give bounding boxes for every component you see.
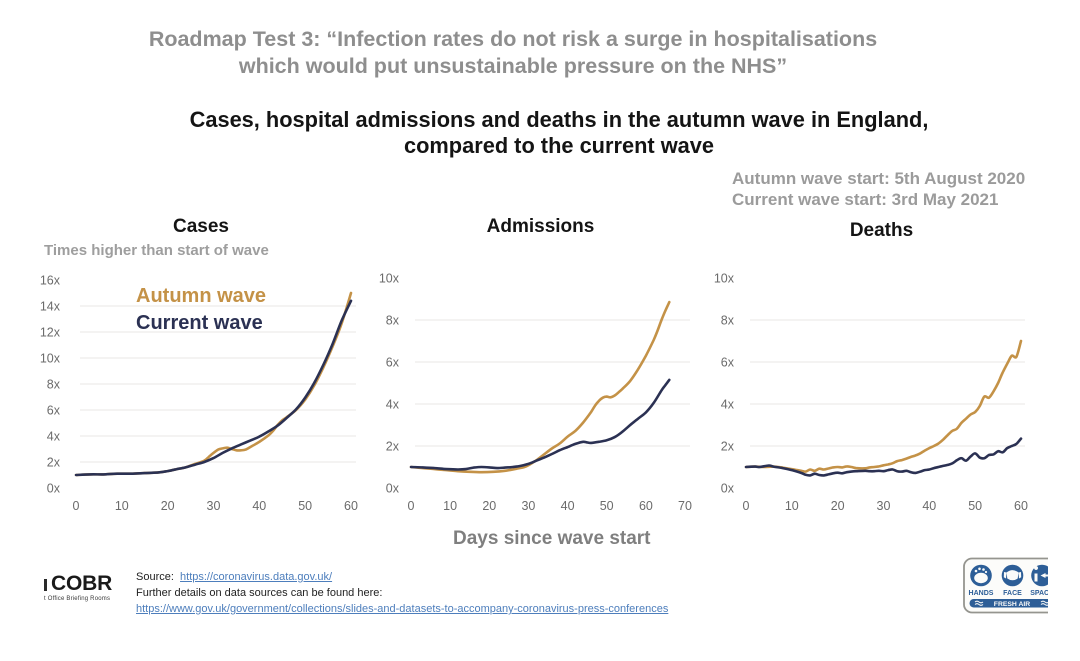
svg-text:12x: 12x [40, 326, 61, 340]
svg-text:0: 0 [73, 499, 80, 513]
svg-text:10x: 10x [714, 272, 735, 286]
svg-text:50: 50 [298, 499, 312, 513]
svg-text:14x: 14x [40, 300, 61, 314]
svg-text:10x: 10x [40, 352, 61, 366]
svg-text:0x: 0x [47, 482, 61, 496]
svg-text:16x: 16x [40, 274, 61, 288]
svg-text:20: 20 [482, 499, 496, 513]
svg-text:8x: 8x [386, 314, 400, 328]
svg-text:6x: 6x [47, 404, 61, 418]
svg-text:2x: 2x [721, 440, 735, 454]
svg-text:60: 60 [1014, 499, 1028, 513]
svg-text:10: 10 [115, 499, 129, 513]
svg-text:50: 50 [600, 499, 614, 513]
svg-text:10: 10 [785, 499, 799, 513]
svg-text:30: 30 [877, 499, 891, 513]
svg-text:2x: 2x [386, 440, 400, 454]
svg-text:20: 20 [831, 499, 845, 513]
svg-text:FRESH AIR: FRESH AIR [994, 601, 1030, 608]
svg-text:10: 10 [443, 499, 457, 513]
svg-text:HANDS: HANDS [969, 590, 994, 597]
svg-text:FACE: FACE [1003, 590, 1022, 597]
svg-text:8x: 8x [721, 314, 735, 328]
svg-text:20: 20 [161, 499, 175, 513]
svg-text:4x: 4x [47, 430, 61, 444]
svg-text:2x: 2x [47, 456, 61, 470]
svg-text:0x: 0x [386, 482, 400, 496]
svg-text:0: 0 [408, 499, 415, 513]
svg-text:6x: 6x [721, 356, 735, 370]
svg-text:40: 40 [561, 499, 575, 513]
svg-text:0: 0 [743, 499, 750, 513]
svg-text:60: 60 [344, 499, 358, 513]
svg-text:50: 50 [968, 499, 982, 513]
svg-text:30: 30 [207, 499, 221, 513]
svg-text:0x: 0x [721, 482, 735, 496]
svg-text:6x: 6x [386, 356, 400, 370]
svg-text:SPACE: SPACE [1030, 590, 1048, 597]
svg-text:10x: 10x [379, 272, 400, 286]
svg-text:70: 70 [678, 499, 692, 513]
svg-text:60: 60 [639, 499, 653, 513]
svg-text:40: 40 [252, 499, 266, 513]
svg-text:40: 40 [922, 499, 936, 513]
svg-text:8x: 8x [47, 378, 61, 392]
svg-text:4x: 4x [721, 398, 735, 412]
svg-text:30: 30 [521, 499, 535, 513]
svg-text:4x: 4x [386, 398, 400, 412]
